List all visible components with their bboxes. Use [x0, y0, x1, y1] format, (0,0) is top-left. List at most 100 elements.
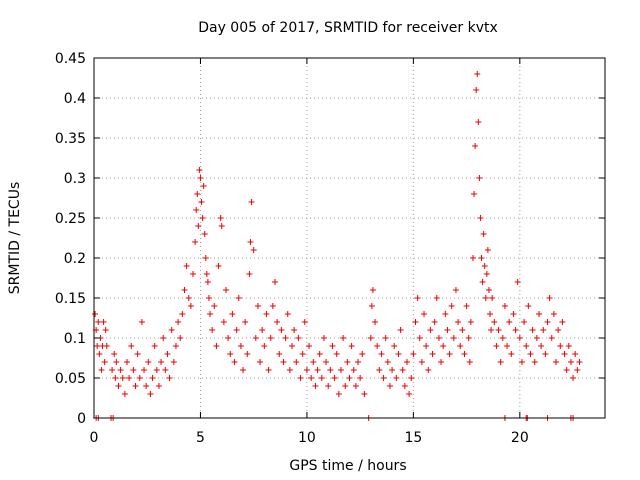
data-point — [261, 343, 268, 349]
data-point — [408, 375, 415, 381]
data-point — [446, 351, 453, 357]
data-point — [344, 359, 351, 365]
data-point — [333, 351, 340, 357]
data-point — [291, 327, 298, 333]
y-tick-label: 0.3 — [64, 171, 86, 187]
data-point — [493, 343, 500, 349]
data-point — [350, 367, 357, 373]
data-point — [267, 335, 274, 341]
data-point — [282, 335, 289, 341]
data-point — [395, 351, 402, 357]
data-point — [484, 247, 491, 253]
data-point — [223, 287, 230, 293]
data-point — [389, 367, 396, 373]
data-point — [440, 343, 447, 349]
data-point — [518, 359, 525, 365]
data-point — [570, 375, 577, 381]
data-point — [359, 351, 366, 357]
data-point — [525, 303, 532, 309]
data-point — [480, 231, 487, 237]
data-point — [172, 343, 179, 349]
data-point — [323, 359, 330, 365]
data-point — [141, 367, 148, 373]
data-point — [337, 367, 344, 373]
data-point — [96, 351, 103, 357]
data-point — [542, 351, 549, 357]
data-point — [202, 255, 209, 261]
data-point — [374, 343, 381, 349]
data-point — [126, 375, 133, 381]
data-point — [459, 327, 466, 333]
data-point — [138, 319, 145, 325]
data-point — [331, 375, 338, 381]
data-point — [378, 351, 385, 357]
data-point — [531, 359, 538, 365]
data-point — [145, 359, 152, 365]
data-point — [117, 367, 124, 373]
data-point — [195, 223, 202, 229]
data-point — [367, 335, 374, 341]
data-point — [572, 351, 579, 357]
data-point — [190, 271, 197, 277]
data-point — [516, 335, 523, 341]
data-point — [452, 287, 459, 293]
data-point — [247, 239, 254, 245]
data-points — [92, 71, 583, 421]
data-point — [429, 351, 436, 357]
data-point — [421, 311, 428, 317]
data-point — [538, 343, 545, 349]
data-point — [397, 327, 404, 333]
data-point — [119, 375, 126, 381]
data-point — [506, 319, 513, 325]
data-point — [92, 311, 99, 317]
data-point — [242, 319, 249, 325]
data-point — [259, 327, 266, 333]
data-point — [329, 343, 336, 349]
data-point — [134, 351, 141, 357]
data-point — [274, 319, 281, 325]
data-point — [100, 319, 107, 325]
data-point — [384, 359, 391, 365]
data-point — [164, 351, 171, 357]
data-point — [265, 367, 272, 373]
data-point — [289, 343, 296, 349]
data-point — [271, 279, 278, 285]
y-tick-label: 0.35 — [55, 131, 86, 147]
data-point — [501, 303, 508, 309]
data-point — [237, 343, 244, 349]
data-point — [248, 199, 255, 205]
data-point — [218, 223, 225, 229]
data-point — [485, 287, 492, 293]
data-point — [193, 207, 200, 213]
data-point — [166, 375, 173, 381]
data-point — [469, 255, 476, 261]
data-point — [386, 383, 393, 389]
data-point — [250, 247, 257, 253]
data-point — [488, 327, 495, 333]
data-point — [418, 359, 425, 365]
data-point — [427, 327, 434, 333]
data-point — [512, 327, 519, 333]
data-point — [372, 319, 379, 325]
data-point — [198, 199, 205, 205]
data-point — [147, 391, 154, 397]
data-point — [217, 215, 224, 221]
data-point — [352, 383, 359, 389]
data-point — [567, 359, 574, 365]
data-point — [481, 263, 488, 269]
data-point — [112, 375, 119, 381]
data-point — [380, 375, 387, 381]
data-point — [563, 367, 570, 373]
data-point — [229, 311, 236, 317]
data-point — [357, 375, 364, 381]
data-point — [203, 271, 210, 277]
data-point — [433, 295, 440, 301]
data-point — [297, 375, 304, 381]
data-point — [508, 351, 515, 357]
data-point — [463, 303, 470, 309]
data-point — [132, 383, 139, 389]
data-point — [450, 335, 457, 341]
data-point — [115, 383, 122, 389]
y-tick-label: 0.45 — [55, 51, 86, 67]
data-point — [254, 303, 261, 309]
